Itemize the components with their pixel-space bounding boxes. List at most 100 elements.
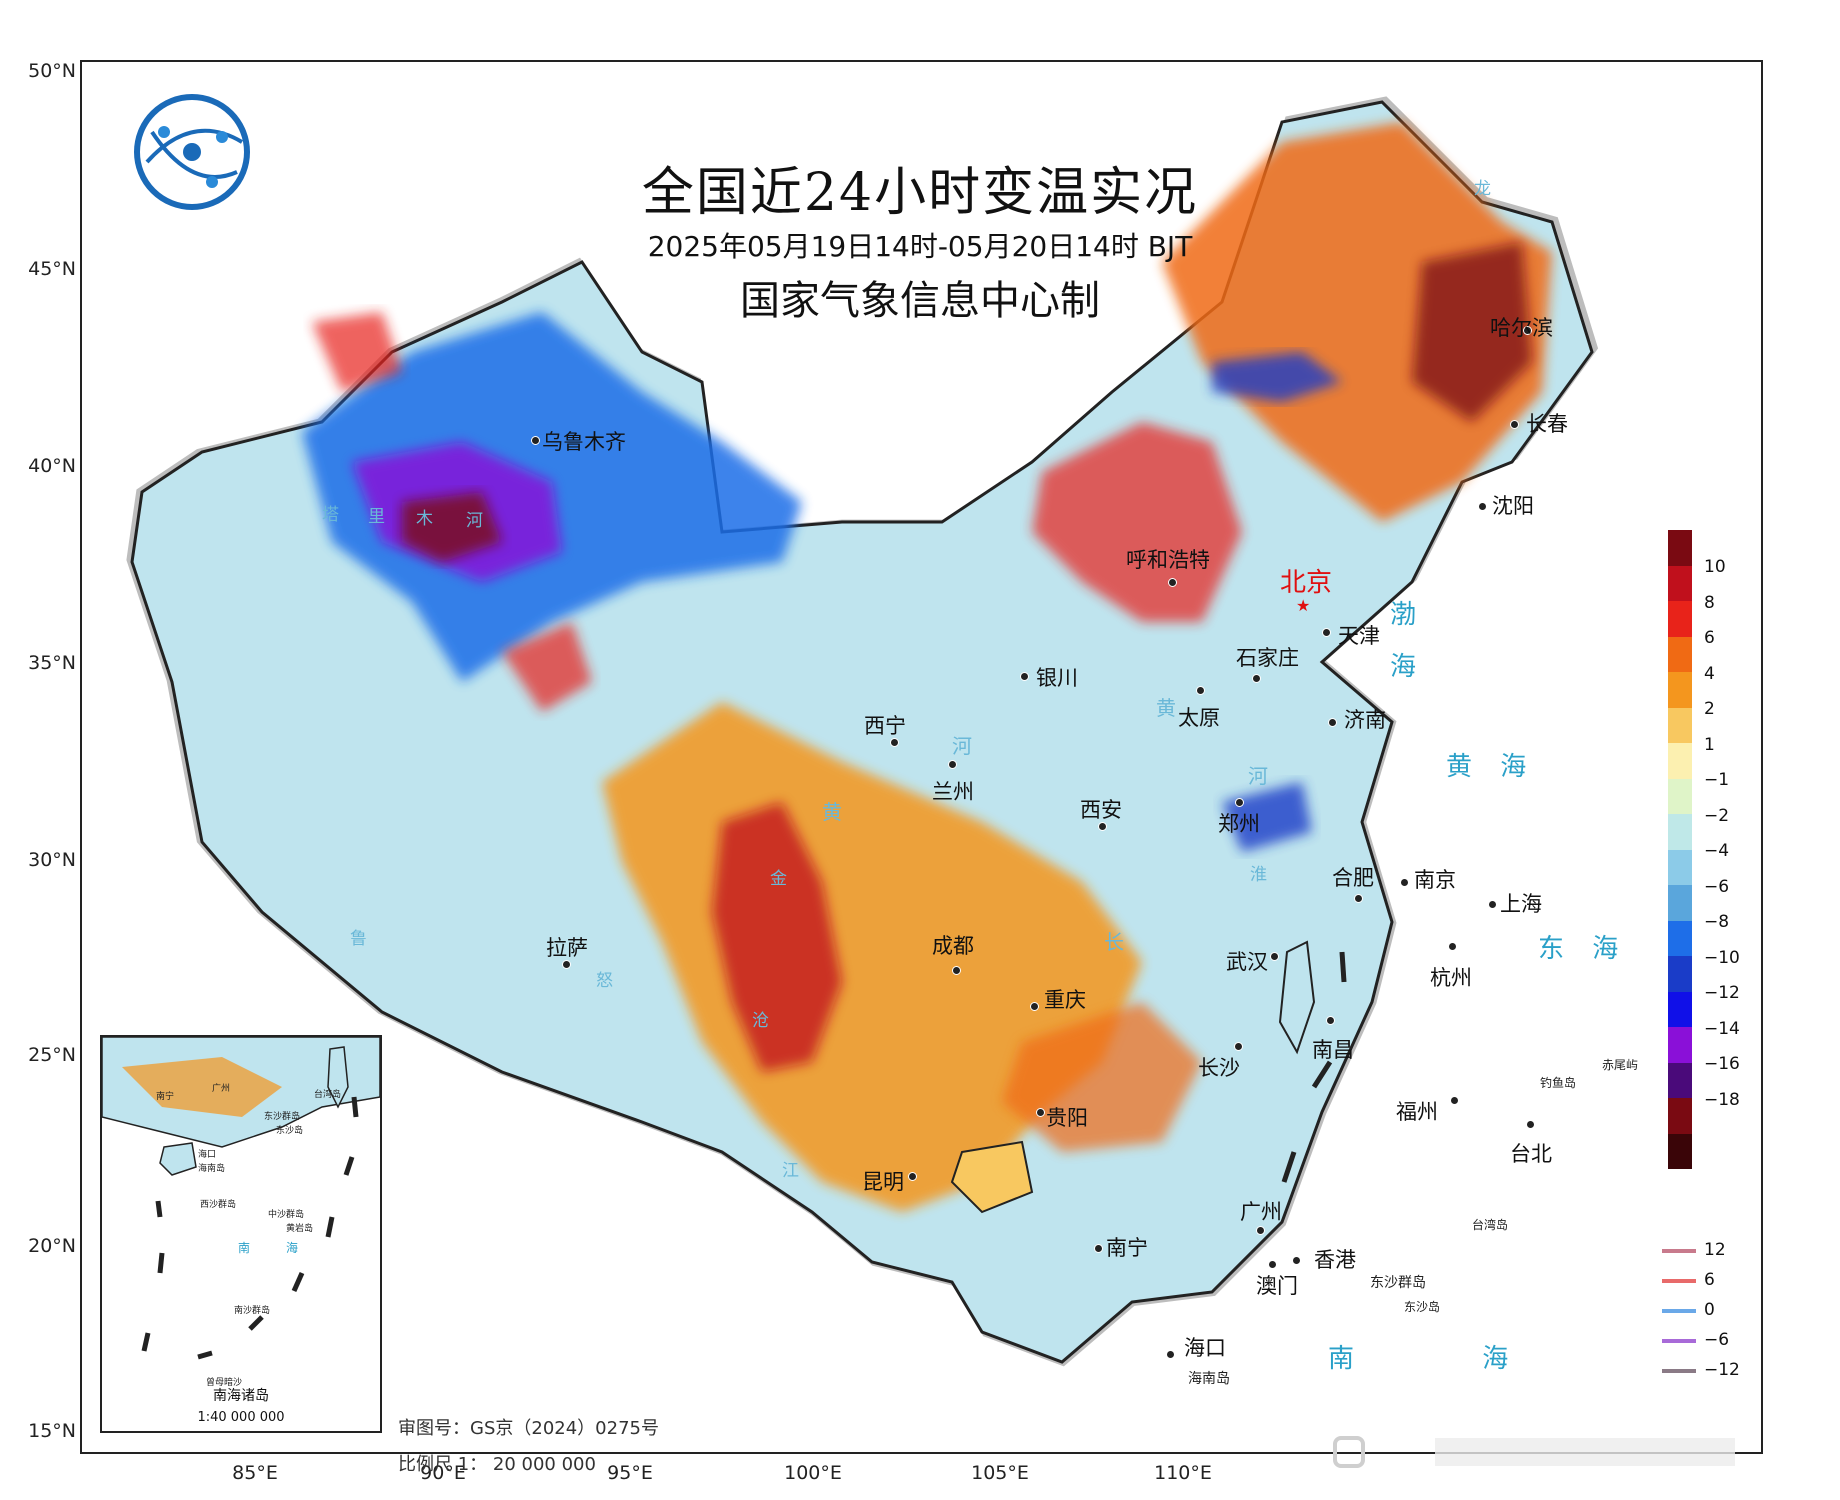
river-label-he-3: 河	[1248, 764, 1268, 788]
city-dot-hefei	[1354, 894, 1363, 903]
inset-label-zhongsha: 中沙群岛	[268, 1210, 305, 1220]
lon-label-95: 95°E	[607, 1462, 653, 1484]
lat-label-15: 15°N	[28, 1420, 76, 1442]
city-dot-jinan	[1328, 718, 1337, 727]
contour-line-swatch	[1662, 1369, 1696, 1373]
legend-tick: 6	[1704, 628, 1715, 648]
sea-bohai-2: 海	[1390, 652, 1427, 682]
label-diaoyu: 钓鱼岛	[1540, 1076, 1577, 1090]
inset-label-zengmu: 曾母暗沙	[206, 1378, 243, 1388]
inset-label-dongsha: 东沙群岛	[264, 1112, 301, 1122]
legend-color-swatch	[1668, 1062, 1692, 1098]
label-taiwan-island: 台湾岛	[1472, 1218, 1509, 1232]
city-dot-macau	[1268, 1260, 1277, 1269]
inset-label-haikou: 海口	[198, 1150, 217, 1160]
river-label-lu: 鲁	[350, 929, 367, 949]
lat-label-50: 50°N	[28, 60, 76, 82]
city-dot-shanghai	[1488, 900, 1497, 909]
legend-color-swatch	[1668, 636, 1692, 672]
city-nanchang: 南昌	[1312, 1038, 1354, 1062]
city-dot-hongkong	[1292, 1256, 1301, 1265]
inset-label-nansha: 南沙群岛	[234, 1306, 271, 1316]
city-dot-hohhot	[1168, 578, 1177, 587]
river-label-chang: 长	[1104, 930, 1124, 954]
legend-tick: 8	[1704, 593, 1715, 613]
city-dot-kunming	[908, 1172, 917, 1181]
river-label-mu: 木	[416, 509, 433, 529]
map-agency: 国家气象信息中心制	[740, 278, 1100, 324]
legend-tick: 4	[1704, 664, 1715, 684]
city-hefei: 合肥	[1332, 866, 1374, 890]
river-label-he: 河	[466, 511, 483, 531]
legend-color-swatch	[1668, 743, 1692, 779]
city-dot-nanchang	[1326, 1016, 1335, 1025]
city-shenyang: 沈阳	[1492, 494, 1534, 518]
legend-tick: −18	[1704, 1090, 1740, 1110]
contour-line-swatch	[1662, 1309, 1696, 1313]
legend-tick: −14	[1704, 1019, 1740, 1039]
hot-core-heilongjiang	[1412, 242, 1532, 422]
city-guiyang: 贵阳	[1046, 1106, 1088, 1130]
cold-region-yangtze	[1222, 782, 1312, 852]
map-scale: 比例尺 1： 20 000 000	[398, 1454, 596, 1475]
inset-scale: 1:40 000 000	[197, 1410, 285, 1425]
legend-tick: −16	[1704, 1054, 1740, 1074]
legend-color-swatch	[1668, 920, 1692, 956]
city-dot-shenyang	[1478, 502, 1487, 511]
color-legend-bar	[1668, 530, 1692, 1169]
contour-value: −6	[1704, 1330, 1730, 1350]
city-hohhot: 呼和浩特	[1126, 548, 1210, 572]
warm-region-qinghai	[502, 622, 592, 712]
city-nanning: 南宁	[1106, 1236, 1148, 1260]
city-chongqing: 重庆	[1044, 988, 1086, 1012]
boundary-dashes	[1281, 951, 1347, 1183]
map-frame	[80, 60, 1763, 1454]
city-dot-haikou	[1166, 1350, 1175, 1359]
approval-number: 审图号：GS京（2024）0275号	[398, 1418, 659, 1439]
river-label-he-2: 河	[952, 734, 972, 758]
map-subtitle: 2025年05月19日14时-05月20日14时 BJT	[647, 230, 1193, 263]
city-jinan: 济南	[1344, 708, 1386, 732]
city-urumqi: 乌鲁木齐	[542, 430, 626, 454]
city-zhengzhou: 郑州	[1218, 812, 1260, 836]
legend-color-swatch	[1668, 814, 1692, 850]
sea-donghai: 东 海	[1538, 934, 1629, 964]
warm-region-northeast	[1162, 122, 1552, 522]
south-china-sea-inset: 南宁 广州 台湾岛 东沙群岛 东沙岛 海口 海南岛 西沙群岛 中沙群岛 黄岩岛 …	[100, 1035, 382, 1433]
lat-label-30: 30°N	[28, 849, 76, 871]
city-dot-guiyang	[1036, 1108, 1045, 1117]
city-dot-changsha	[1234, 1042, 1243, 1051]
city-dot-guangzhou	[1256, 1226, 1265, 1235]
city-dot-changchun	[1510, 420, 1519, 429]
legend-color-swatch	[1668, 885, 1692, 921]
warm-region-south	[1002, 1002, 1202, 1152]
lat-label-45: 45°N	[28, 258, 76, 280]
lon-label-100: 100°E	[784, 1462, 842, 1484]
city-dot-chengdu	[952, 966, 961, 975]
inset-label-guangzhou: 广州	[212, 1084, 231, 1094]
legend-tick: −2	[1704, 806, 1730, 826]
river-label-cang: 沧	[752, 1011, 769, 1031]
city-hangzhou: 杭州	[1430, 966, 1472, 990]
city-harbin: 哈尔滨	[1490, 316, 1553, 340]
legend-tick: −12	[1704, 983, 1740, 1003]
city-dot-lanzhou	[948, 760, 957, 769]
sea-huanghai: 黄 海	[1446, 752, 1537, 782]
legend-color-swatch	[1668, 565, 1692, 601]
city-dot-shijiazhuang	[1252, 674, 1261, 683]
legend-color-swatch	[1668, 707, 1692, 743]
inset-label-hai: 海	[286, 1241, 299, 1255]
legend-tick: −6	[1704, 877, 1730, 897]
legend-tick: −8	[1704, 912, 1730, 932]
city-dot-fuzhou	[1450, 1096, 1459, 1105]
contour-line-swatch	[1662, 1249, 1696, 1253]
lon-label-85: 85°E	[232, 1462, 278, 1484]
legend-tick: 2	[1704, 699, 1715, 719]
city-dot-harbin	[1523, 326, 1532, 335]
river-label-huang-1: 黄	[822, 800, 842, 824]
city-dot-urumqi	[531, 436, 540, 445]
city-nanjing: 南京	[1414, 868, 1456, 892]
legend-color-swatch	[1668, 849, 1692, 885]
map-title: 全国近24小时变温实况	[641, 163, 1199, 223]
contour-value: 6	[1704, 1270, 1715, 1290]
